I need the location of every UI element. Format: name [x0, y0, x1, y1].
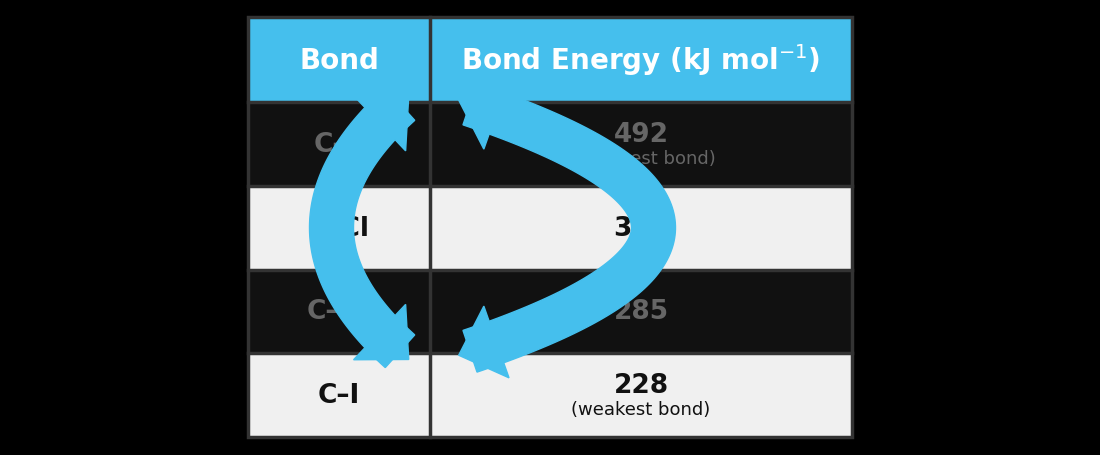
- Text: Bond Energy (kJ mol$^{-1}$): Bond Energy (kJ mol$^{-1}$): [462, 42, 821, 78]
- Bar: [248, 18, 852, 437]
- Bar: [248, 270, 852, 354]
- Polygon shape: [309, 88, 415, 368]
- Text: C–F: C–F: [314, 131, 364, 157]
- Bar: [248, 354, 852, 437]
- Text: C–I: C–I: [318, 382, 360, 408]
- Text: 324: 324: [614, 215, 669, 241]
- Text: Bond: Bond: [299, 46, 378, 74]
- Bar: [248, 18, 852, 103]
- Polygon shape: [463, 84, 675, 372]
- Text: (strongest bond): (strongest bond): [566, 150, 716, 167]
- Text: C–Br: C–Br: [306, 299, 372, 325]
- Polygon shape: [353, 305, 409, 360]
- Text: (weakest bond): (weakest bond): [571, 400, 711, 418]
- Text: 492: 492: [614, 121, 669, 147]
- Polygon shape: [353, 96, 409, 152]
- Text: C–Cl: C–Cl: [308, 215, 370, 241]
- Polygon shape: [459, 78, 509, 150]
- Bar: [248, 187, 852, 270]
- Bar: [248, 103, 852, 187]
- Polygon shape: [459, 307, 509, 378]
- Text: 285: 285: [614, 299, 669, 325]
- Text: 228: 228: [614, 372, 669, 398]
